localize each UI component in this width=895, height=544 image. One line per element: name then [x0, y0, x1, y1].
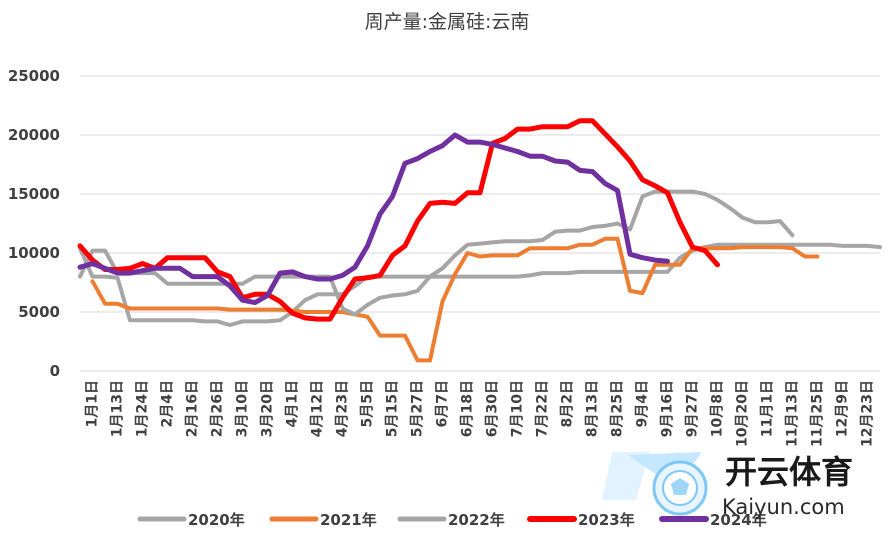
y-tick-label: 15000: [8, 185, 60, 203]
x-tick-label: 8月2日: [560, 380, 576, 427]
watermark-logo-icon: [602, 452, 708, 516]
x-tick-label: 3月10日: [235, 380, 251, 437]
x-tick-label: 7月10日: [510, 380, 526, 437]
x-tick-label: 8月13日: [585, 380, 601, 437]
legend-label: 2024年: [710, 511, 767, 529]
x-tick-label: 4月1日: [285, 380, 301, 427]
watermark-brand-cn: 开云体育: [725, 453, 853, 491]
x-tick-label: 8月25日: [610, 380, 626, 437]
x-tick-label: 5月5日: [360, 380, 376, 427]
x-tick-label: 6月18日: [460, 380, 476, 437]
x-tick-label: 4月12日: [310, 380, 326, 437]
series-lines: [77, 118, 882, 363]
x-tick-label: 1月1日: [85, 380, 101, 427]
legend-label: 2023年: [578, 511, 635, 529]
x-tick-label: 12月9日: [835, 380, 851, 437]
y-tick-label: 20000: [8, 126, 60, 144]
x-axis: 1月1日 1月13日 1月24日 2月4日 2月16日 2月26日 3月10日 3月20日 4月…: [85, 380, 876, 447]
x-tick-label: 9月16日: [660, 380, 676, 437]
watermark-brand-en: Kaiyun.com: [722, 495, 845, 519]
series-line-2020年: [78, 242, 882, 327]
x-tick-label: 2月16日: [185, 380, 201, 437]
x-tick-label: 5月27日: [410, 380, 426, 437]
x-tick-label: 2月4日: [160, 380, 176, 427]
x-tick-label: 7月22日: [535, 380, 551, 437]
x-tick-label: 12月23日: [860, 380, 876, 447]
x-tick-label: 5月15日: [385, 380, 401, 437]
legend: 2020年 2021年 2022年 2023年 2024年: [137, 511, 767, 529]
legend-label: 2021年: [320, 511, 377, 529]
series-line-2024年: [77, 132, 670, 306]
legend-label: 2020年: [188, 511, 245, 529]
y-axis: 0 5000 10000 15000 20000 25000: [8, 67, 60, 380]
x-tick-label: 11月1日: [760, 380, 776, 437]
y-tick-label: 10000: [8, 244, 60, 262]
legend-label: 2022年: [448, 511, 505, 529]
gridlines: [80, 75, 880, 372]
x-tick-label: 1月24日: [135, 380, 151, 437]
x-tick-label: 6月7日: [435, 380, 451, 427]
y-tick-label: 25000: [8, 67, 60, 85]
x-tick-label: 1月13日: [110, 380, 126, 437]
watermark: 开云体育 Kaiyun.com: [602, 452, 853, 519]
x-tick-label: 11月25日: [810, 380, 826, 447]
x-tick-label: 9月27日: [685, 380, 701, 437]
x-tick-label: 10月20日: [735, 380, 751, 447]
chart-title: 周产量:金属硅:云南: [365, 11, 530, 33]
series-line-2023年: [77, 118, 720, 322]
y-tick-label: 5000: [18, 303, 60, 321]
series-line-2022年: [78, 189, 795, 317]
x-tick-label: 6月30日: [485, 380, 501, 437]
x-tick-label: 10月8日: [710, 380, 726, 437]
x-tick-label: 4月23日: [335, 380, 351, 437]
x-tick-label: 11月13日: [785, 380, 801, 447]
x-tick-label: 3月20日: [260, 380, 276, 437]
y-tick-label: 0: [50, 362, 60, 380]
x-tick-label: 2月26日: [210, 380, 226, 437]
x-tick-label: 9月4日: [635, 380, 651, 427]
